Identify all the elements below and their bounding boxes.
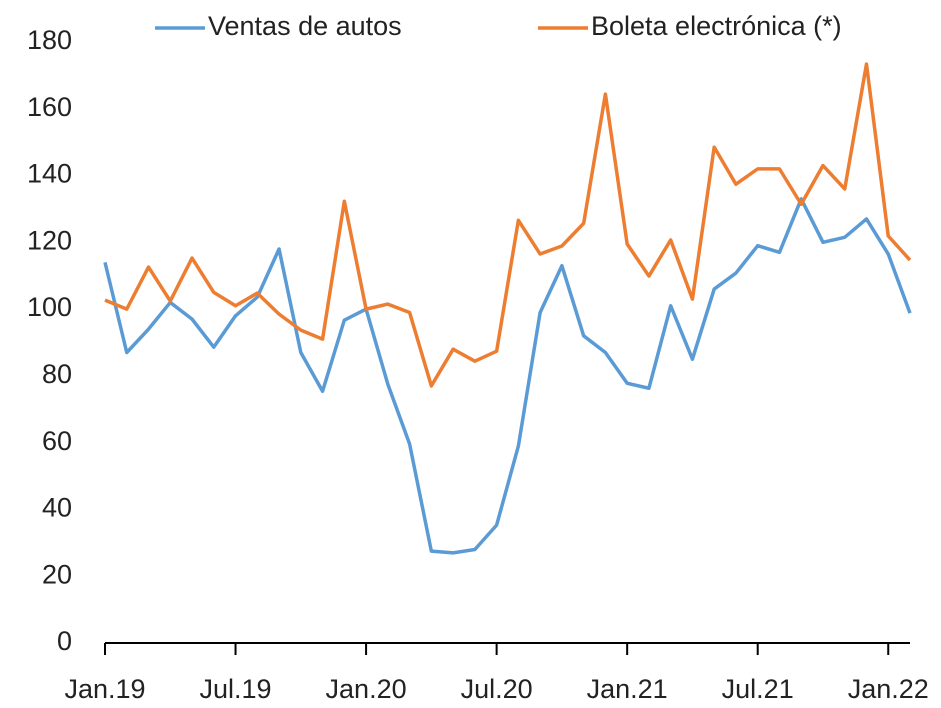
y-tick-label: 60: [42, 426, 72, 456]
legend-label: Ventas de autos: [208, 11, 402, 41]
x-tick-label: Jan.22: [848, 674, 929, 704]
y-tick-label: 20: [42, 559, 72, 589]
x-tick-label: Jul.21: [722, 674, 794, 704]
x-tick-label: Jul.20: [461, 674, 533, 704]
y-tick-label: 160: [27, 92, 72, 122]
legend-label: Boleta electrónica (*): [591, 11, 842, 41]
x-tick-label: Jan.19: [64, 674, 145, 704]
y-tick-label: 120: [27, 225, 72, 255]
series-line: [103, 197, 912, 555]
x-tick-label: Jul.19: [200, 674, 272, 704]
y-tick-label: 80: [42, 359, 72, 389]
y-tick-label: 140: [27, 159, 72, 189]
y-tick-label: 100: [27, 292, 72, 322]
x-tick-label: Jan.20: [326, 674, 407, 704]
y-tick-label: 180: [27, 25, 72, 55]
series-line: [104, 62, 912, 388]
y-tick-label: 40: [42, 493, 72, 523]
x-tick-label: Jan.21: [587, 674, 668, 704]
y-tick-label: 0: [57, 626, 72, 656]
